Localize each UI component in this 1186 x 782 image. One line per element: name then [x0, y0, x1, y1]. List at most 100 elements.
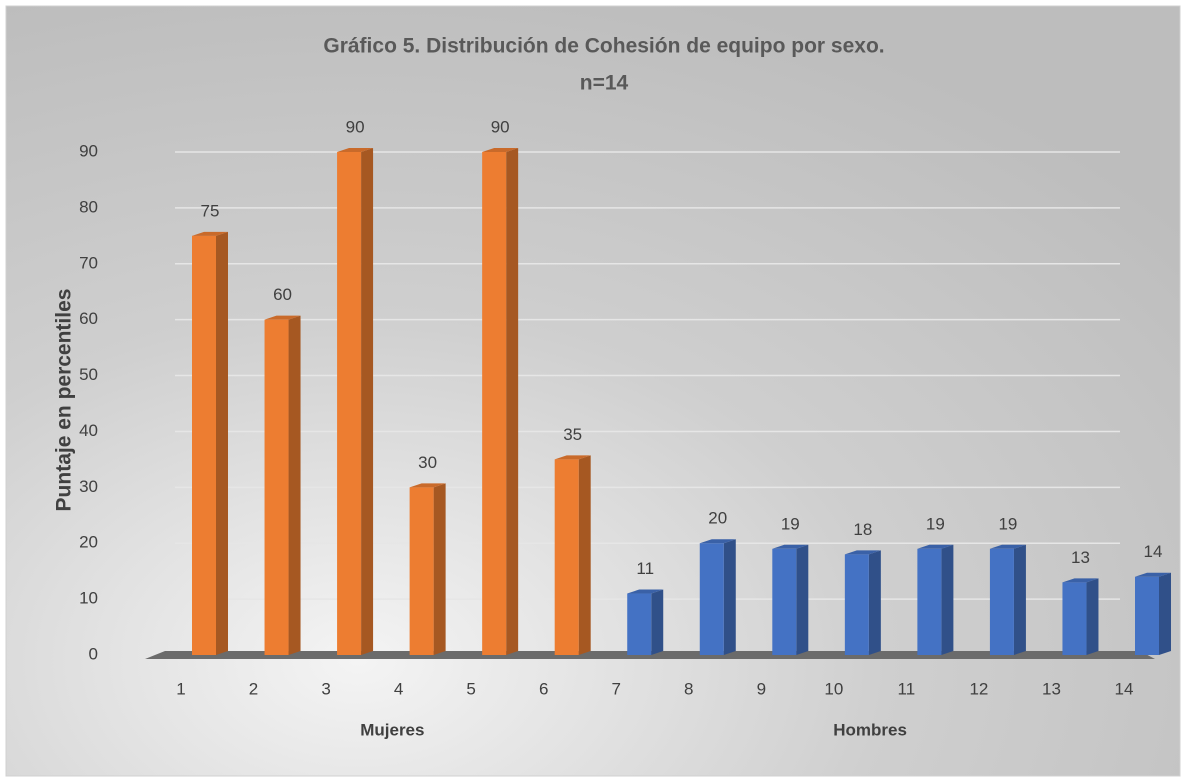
chart-title: Gráfico 5. Distribución de Cohesión de e…: [323, 35, 884, 58]
y-tick-label: 20: [79, 533, 98, 552]
bar-top: [1135, 572, 1171, 577]
bar: [1135, 572, 1171, 655]
bar-side: [506, 148, 519, 655]
data-label: 60: [273, 285, 292, 304]
chart-subtitle: n=14: [580, 72, 629, 95]
y-tick-label: 70: [79, 253, 98, 272]
group-label: Hombres: [833, 720, 907, 739]
group-label: Mujeres: [360, 720, 424, 739]
bar-top: [917, 544, 954, 549]
bar-front: [1062, 582, 1087, 655]
bar-side: [651, 589, 664, 655]
x-tick-label: 12: [969, 679, 988, 698]
data-label: 13: [1071, 548, 1090, 567]
bar: [699, 539, 736, 655]
bar: [482, 148, 519, 655]
x-tick-label: 6: [539, 679, 548, 698]
y-tick-label: 0: [89, 644, 98, 663]
bar: [554, 455, 591, 655]
bar-front: [627, 593, 652, 655]
bar-front: [409, 487, 434, 655]
data-label: 18: [853, 520, 872, 539]
bar-front: [772, 548, 797, 655]
y-tick-label: 80: [79, 197, 98, 216]
bar-front: [192, 235, 216, 656]
bar-side: [1086, 578, 1099, 655]
data-label: 19: [781, 514, 800, 533]
bar-front: [699, 543, 724, 655]
data-label: 35: [563, 425, 582, 444]
bar-front: [989, 548, 1014, 655]
bar-top: [409, 483, 446, 488]
data-label: 90: [346, 117, 365, 136]
bar: [627, 589, 664, 655]
x-tick-label: 13: [1042, 679, 1061, 698]
bar: [409, 483, 446, 655]
bar-top: [844, 550, 881, 555]
bar-top: [554, 455, 591, 460]
bar-top: [699, 539, 736, 544]
bar-side: [288, 315, 301, 655]
x-tick-label: 3: [321, 679, 330, 698]
bar-side: [723, 539, 736, 655]
bar-side: [578, 455, 591, 655]
x-tick-label: 8: [684, 679, 693, 698]
bar: [192, 231, 228, 656]
bar-side: [941, 544, 954, 655]
bar-top: [989, 544, 1026, 549]
data-label: 19: [926, 514, 945, 533]
bar: [337, 148, 374, 655]
bar-front: [1135, 576, 1159, 655]
x-tick-label: 1: [176, 679, 185, 698]
x-tick-label: 7: [611, 679, 620, 698]
background: [5, 5, 1181, 777]
x-tick-label: 10: [824, 679, 843, 698]
x-tick-label: 14: [1115, 679, 1134, 698]
bar: [1062, 578, 1099, 655]
bar-top: [264, 315, 301, 320]
bar-front: [917, 548, 942, 655]
y-tick-label: 30: [79, 477, 98, 496]
y-tick-label: 50: [79, 365, 98, 384]
bar: [264, 315, 301, 655]
bar-top: [482, 148, 519, 152]
data-label: 20: [708, 509, 727, 528]
bar-top: [627, 589, 664, 594]
bar-top: [1062, 578, 1099, 583]
x-tick-label: 11: [898, 679, 916, 698]
bar-side: [433, 483, 446, 655]
bar: [844, 550, 881, 655]
bar-front: [337, 152, 362, 655]
bar-front: [482, 152, 507, 655]
x-tick-label: 2: [249, 679, 258, 698]
y-tick-label: 60: [79, 309, 98, 328]
bar-side: [796, 544, 809, 655]
data-label: 11: [636, 559, 654, 578]
bar-front: [264, 319, 289, 655]
bar-front: [844, 554, 869, 655]
bar-side: [1013, 544, 1026, 655]
bar-side: [1159, 572, 1171, 655]
y-tick-label: 90: [79, 141, 98, 160]
data-label: 90: [491, 117, 510, 136]
x-tick-label: 4: [394, 679, 403, 698]
x-tick-label: 9: [757, 679, 766, 698]
bar: [989, 544, 1026, 655]
y-axis-title: Puntaje en percentiles: [53, 289, 76, 512]
bar-front: [554, 459, 579, 655]
y-tick-label: 40: [79, 421, 98, 440]
data-label: 19: [998, 514, 1017, 533]
x-tick-label: 5: [466, 679, 475, 698]
bar-top: [772, 544, 809, 549]
bar-side: [868, 550, 881, 655]
y-tick-label: 10: [79, 589, 98, 608]
bar-side: [361, 148, 374, 655]
data-label: 14: [1144, 542, 1163, 561]
bar-top: [337, 148, 374, 152]
data-label: 30: [418, 453, 437, 472]
bar: [917, 544, 954, 655]
bar-top: [192, 231, 228, 236]
bar: [772, 544, 809, 655]
bar-side: [216, 231, 228, 656]
